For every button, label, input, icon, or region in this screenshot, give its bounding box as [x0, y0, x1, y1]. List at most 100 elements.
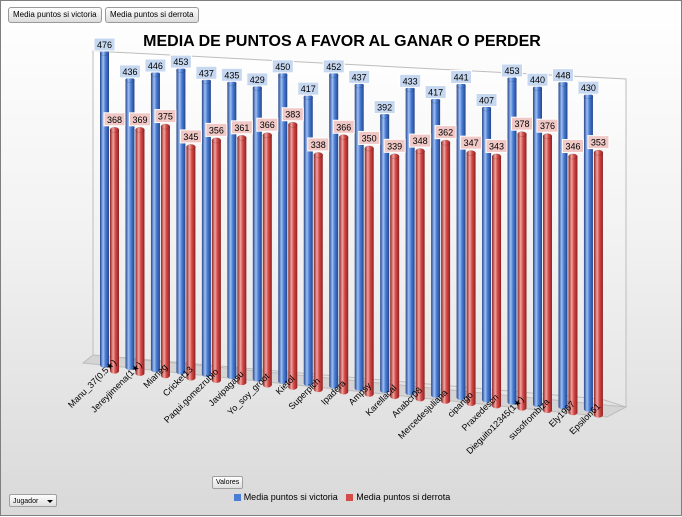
bar-derrota-12 [415, 148, 425, 402]
data-label-derrota-7: 383 [281, 107, 304, 122]
data-label-victoria-4: 437 [195, 65, 218, 80]
dropdown-arrow-icon [47, 500, 53, 503]
bar-victoria-9 [328, 72, 339, 389]
bar-victoria-15 [481, 105, 492, 403]
data-label-victoria-13: 417 [424, 85, 447, 100]
svg-text:345: 345 [183, 132, 198, 142]
data-label-derrota-12: 348 [409, 133, 432, 148]
data-label-derrota-19: 353 [587, 135, 610, 150]
svg-text:452: 452 [326, 62, 341, 72]
chart-legend: Media puntos si victoria Media puntos si… [1, 492, 682, 502]
data-label-derrota-8: 338 [307, 137, 330, 152]
svg-text:440: 440 [530, 75, 545, 85]
bar-derrota-19 [593, 149, 604, 418]
data-label-victoria-19: 430 [577, 80, 600, 95]
svg-text:361: 361 [234, 123, 249, 133]
data-label-derrota-18: 346 [561, 139, 584, 154]
bar-derrota-6 [262, 132, 273, 388]
data-label-victoria-17: 440 [526, 72, 549, 87]
jugador-filter-button[interactable]: Jugador [9, 494, 57, 507]
data-label-derrota-1: 369 [128, 112, 151, 127]
data-label-victoria-2: 446 [144, 58, 167, 73]
bar-derrota-2 [160, 123, 171, 379]
data-label-victoria-12: 433 [399, 73, 422, 88]
field-button-derrota[interactable]: Media puntos si derrota [105, 7, 199, 23]
jugador-filter-label: Jugador [13, 498, 39, 505]
data-label-derrota-14: 347 [460, 135, 483, 150]
bar-victoria-0 [99, 50, 110, 368]
field-button-victoria[interactable]: Media puntos si victoria [8, 7, 102, 23]
svg-text:339: 339 [387, 141, 402, 151]
legend-swatch-victoria [233, 494, 241, 501]
data-label-victoria-9: 452 [322, 59, 345, 74]
bar-victoria-1 [125, 77, 135, 370]
svg-text:476: 476 [97, 40, 112, 50]
data-label-derrota-11: 339 [383, 138, 406, 153]
svg-text:417: 417 [428, 88, 443, 98]
svg-text:338: 338 [311, 140, 326, 150]
svg-text:453: 453 [505, 66, 520, 76]
valores-field-button[interactable]: Valores [212, 476, 244, 489]
bar-derrota-16 [517, 131, 527, 411]
data-label-victoria-7: 450 [271, 59, 294, 74]
svg-text:430: 430 [581, 83, 596, 93]
svg-text:417: 417 [301, 84, 316, 94]
svg-text:366: 366 [260, 120, 275, 130]
bar-victoria-19 [583, 93, 594, 412]
bar-derrota-14 [466, 150, 476, 407]
svg-text:437: 437 [352, 72, 367, 82]
svg-text:348: 348 [413, 136, 428, 146]
svg-text:429: 429 [250, 75, 265, 85]
bar-victoria-5 [227, 80, 237, 380]
bar-victoria-16 [507, 76, 517, 405]
bar-victoria-13 [430, 97, 441, 398]
bar-derrota-17 [542, 133, 553, 413]
bar-victoria-11 [379, 112, 390, 394]
svg-text:433: 433 [403, 76, 418, 86]
data-label-victoria-0: 476 [93, 37, 116, 52]
data-label-derrota-9: 366 [332, 119, 355, 134]
category-label-0: Manu_37(0.5★) [66, 357, 118, 409]
bar-victoria-14 [456, 82, 466, 401]
svg-text:378: 378 [515, 119, 530, 129]
bar-derrota-5 [237, 134, 247, 386]
data-label-victoria-3: 453 [169, 54, 192, 69]
bar-victoria-18 [558, 80, 568, 410]
data-label-derrota-2: 375 [154, 109, 177, 124]
data-label-derrota-16: 378 [511, 116, 534, 131]
svg-text:343: 343 [489, 141, 504, 151]
bar-derrota-10 [364, 145, 374, 397]
svg-text:446: 446 [148, 61, 163, 71]
bar-derrota-1 [135, 126, 145, 376]
svg-text:353: 353 [591, 138, 606, 148]
svg-text:362: 362 [438, 128, 453, 138]
svg-text:366: 366 [336, 122, 351, 132]
bar-derrota-11 [389, 153, 400, 400]
data-label-victoria-5: 435 [220, 67, 243, 82]
data-label-victoria-18: 448 [551, 68, 574, 83]
legend-swatch-derrota [346, 494, 354, 501]
bar-derrota-3 [186, 144, 196, 381]
data-label-victoria-10: 437 [348, 69, 371, 84]
svg-text:441: 441 [454, 73, 469, 83]
data-label-victoria-1: 436 [118, 64, 141, 79]
svg-text:407: 407 [479, 95, 494, 105]
bar-victoria-17 [532, 85, 543, 407]
svg-text:437: 437 [199, 68, 214, 78]
data-label-derrota-4: 356 [205, 122, 228, 137]
svg-text:392: 392 [377, 103, 392, 113]
data-label-derrota-17: 376 [536, 118, 559, 133]
bar-derrota-15 [491, 153, 502, 409]
bar-victoria-7 [278, 71, 288, 384]
bar-derrota-7 [288, 121, 298, 390]
svg-text:375: 375 [158, 112, 173, 122]
data-label-victoria-6: 429 [246, 72, 269, 87]
data-label-derrota-3: 345 [179, 129, 202, 144]
bar-derrota-13 [440, 139, 451, 404]
svg-text:435: 435 [224, 70, 239, 80]
data-label-victoria-8: 417 [297, 81, 320, 96]
svg-text:450: 450 [275, 62, 290, 72]
data-label-derrota-13: 362 [434, 125, 457, 140]
data-label-derrota-0: 368 [103, 112, 126, 127]
